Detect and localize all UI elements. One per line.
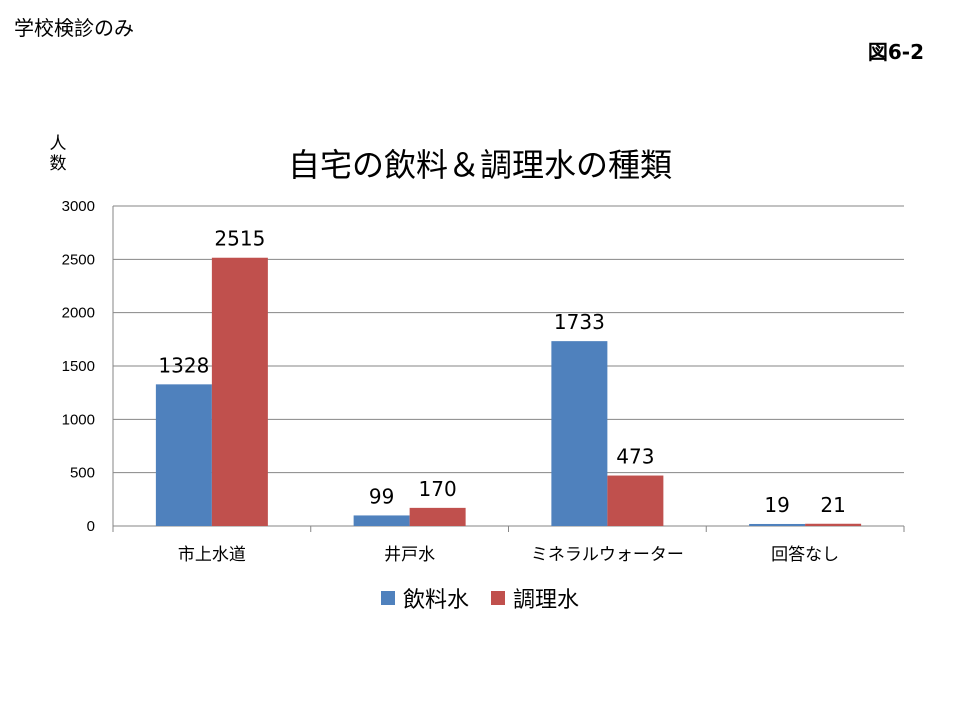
bar <box>805 523 862 526</box>
x-tick-label: 市上水道 <box>178 545 246 565</box>
data-label: 99 <box>369 484 394 508</box>
data-label: 2515 <box>214 227 265 251</box>
bar <box>607 475 664 526</box>
bar <box>353 515 410 526</box>
data-label: 1328 <box>158 353 209 377</box>
x-tick-label: 井戸水 <box>384 545 435 565</box>
legend-label: 調理水 <box>513 588 580 613</box>
data-label: 170 <box>419 477 457 501</box>
bar <box>155 384 212 526</box>
bar <box>409 507 466 526</box>
y-tick-label: 1500 <box>62 358 95 375</box>
bar <box>749 523 806 526</box>
x-tick-label: 回答なし <box>771 545 839 565</box>
chart-title: 自宅の飲料＆調理水の種類 <box>287 146 672 184</box>
y-tick-label: 2000 <box>62 305 95 322</box>
legend: 飲料水 調理水 <box>0 582 960 614</box>
y-tick-label: 2500 <box>62 251 95 268</box>
y-axis-label: 人数 <box>49 134 67 174</box>
y-tick-label: 1000 <box>62 411 95 428</box>
bar <box>551 341 608 526</box>
y-tick-label: 3000 <box>62 198 95 215</box>
bar <box>211 257 268 526</box>
legend-item: 飲料水 <box>380 582 469 614</box>
data-label: 19 <box>764 493 789 517</box>
y-tick-label: 0 <box>87 518 95 535</box>
data-label: 473 <box>616 445 654 469</box>
y-tick-label: 500 <box>70 465 95 482</box>
legend-swatch <box>380 591 395 605</box>
data-label: 1733 <box>554 310 605 334</box>
legend-label: 飲料水 <box>402 588 469 613</box>
legend-item: 調理水 <box>491 582 579 614</box>
legend-swatch <box>491 591 505 605</box>
figure-label: 図6-2 <box>867 40 924 64</box>
data-label: 21 <box>820 493 845 517</box>
note-text: 学校検診のみ <box>14 16 134 40</box>
x-tick-label: ミネラルウォーター <box>531 545 684 565</box>
